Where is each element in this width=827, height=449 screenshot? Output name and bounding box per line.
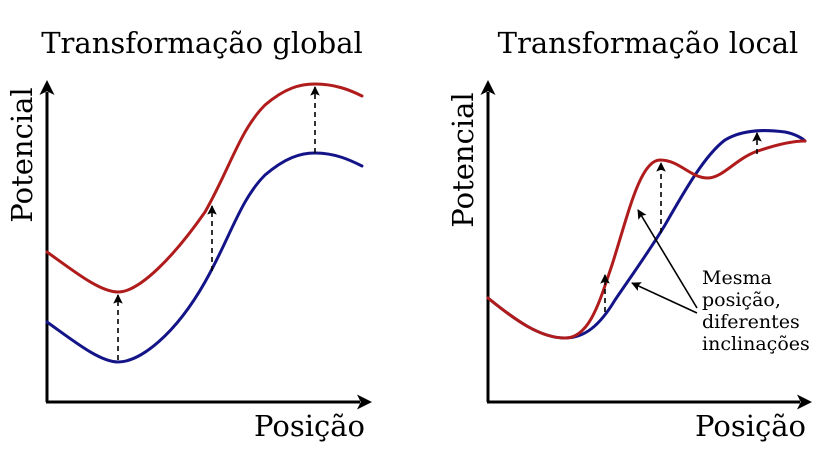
- local-red-curve: [486, 139, 807, 340]
- annotation-text: Mesma posição, diferentes inclinações: [702, 267, 810, 355]
- local-xlabel: Posição: [695, 409, 806, 443]
- panel-global-title: Transformação global: [41, 26, 363, 60]
- panel-global: Transformação global Potencial Posição: [5, 26, 372, 443]
- annotation-pointer-1: [637, 209, 698, 309]
- local-ylabel: Potencial: [446, 92, 480, 227]
- global-ylabel: Potencial: [5, 87, 39, 222]
- global-xlabel: Posição: [254, 409, 365, 443]
- global-blue-curve: [45, 151, 364, 364]
- annotation-line-3: diferentes: [702, 311, 800, 333]
- panel-local-title: Transformação local: [498, 26, 799, 60]
- annotation-line-4: inclinações: [702, 333, 810, 355]
- global-red-curve: [45, 82, 364, 294]
- annotation-pointer-2: [631, 282, 698, 314]
- panel-local: Transformação local Potencial Posição Me…: [446, 26, 812, 443]
- annotation-line-2: posição,: [702, 289, 781, 311]
- annotation-line-1: Mesma: [702, 267, 772, 289]
